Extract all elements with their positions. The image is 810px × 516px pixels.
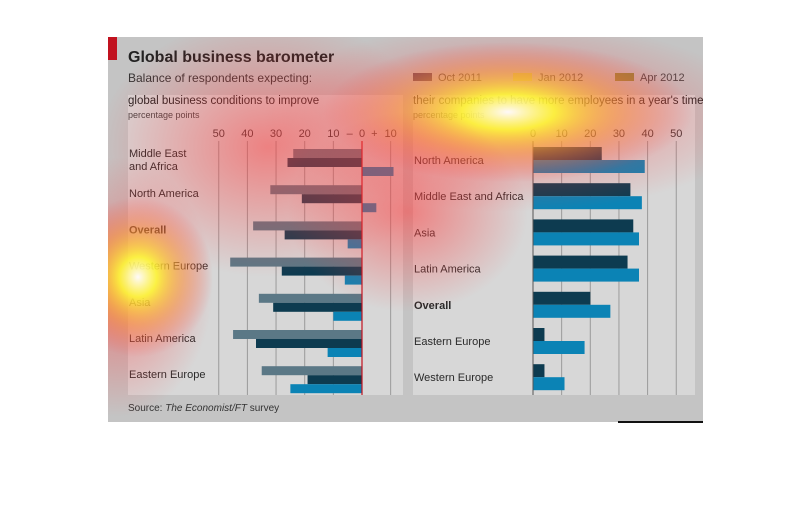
bar-apr-2012	[362, 203, 377, 213]
bar-apr-2012	[327, 348, 362, 357]
bar-apr-2012	[533, 341, 585, 354]
axis-tick-label: 10	[556, 128, 568, 140]
bar-apr-2012	[533, 377, 565, 391]
bar-jan-2012	[533, 291, 591, 305]
category-label: Eastern Europe	[129, 369, 205, 381]
axis-tick-label: +	[371, 128, 377, 140]
category-label: North America	[129, 188, 200, 200]
category-label: North America	[414, 155, 485, 167]
category-label: Western Europe	[129, 261, 208, 273]
category-label: and Africa	[129, 161, 179, 173]
category-label: Middle East	[129, 148, 186, 160]
category-label: Asia	[129, 297, 151, 309]
axis-tick-label: 10	[327, 128, 339, 140]
bar-apr-2012	[533, 196, 642, 210]
bar-apr-2012	[533, 160, 645, 173]
axis-tick-label: 40	[241, 128, 253, 140]
bar-jan-2012	[533, 147, 602, 160]
category-label: Middle East and Africa	[414, 191, 524, 203]
category-label: Eastern Europe	[414, 336, 490, 348]
axis-tick-label: –	[347, 128, 354, 140]
bar-oct-2011	[233, 330, 362, 339]
bar-jan-2012	[533, 328, 545, 341]
bar-oct-2011	[293, 149, 362, 158]
bar-jan-2012	[533, 219, 634, 233]
bar-apr-2012	[533, 304, 611, 318]
category-label: Asia	[414, 227, 436, 239]
bar-jan-2012	[533, 364, 545, 378]
bar-apr-2012	[533, 268, 640, 282]
bar-jan-2012	[284, 230, 362, 240]
source-prefix: Source:	[128, 403, 166, 414]
bar-apr-2012	[333, 311, 362, 321]
bar-oct-2011	[261, 366, 362, 376]
category-label: Overall	[129, 224, 166, 236]
category-label: Overall	[414, 300, 451, 312]
bar-jan-2012	[287, 158, 362, 167]
bar-oct-2011	[258, 293, 362, 303]
category-label: Latin America	[129, 333, 197, 345]
bar-jan-2012	[273, 302, 362, 312]
bar-oct-2011	[253, 221, 362, 231]
source-publication: The Economist/FT	[165, 403, 247, 414]
axis-tick-label: 30	[270, 128, 282, 140]
bar-jan-2012	[281, 266, 362, 276]
category-label: Western Europe	[414, 372, 493, 384]
bar-jan-2012	[533, 255, 628, 269]
bar-jan-2012	[307, 375, 362, 385]
source-note: Source: The Economist/FT survey	[128, 403, 279, 414]
bar-apr-2012	[362, 167, 394, 176]
axis-tick-label: 0	[359, 128, 365, 140]
category-label: Latin America	[414, 264, 482, 276]
bar-apr-2012	[290, 384, 362, 394]
axis-tick-label: 0	[530, 128, 536, 140]
axis-tick-label: 20	[584, 128, 596, 140]
bar-jan-2012	[255, 339, 362, 348]
divider	[618, 421, 703, 423]
source-suffix: survey	[246, 403, 280, 414]
chart-frame: Global business barometer Balance of res…	[108, 37, 703, 422]
axis-tick-label: 50	[670, 128, 682, 140]
axis-tick-label: 40	[641, 128, 653, 140]
bar-oct-2011	[230, 257, 362, 267]
bar-apr-2012	[347, 239, 362, 249]
bar-jan-2012	[301, 194, 362, 204]
bar-apr-2012	[533, 232, 640, 246]
axis-tick-label: 50	[213, 128, 225, 140]
axis-tick-label: 10	[385, 128, 397, 140]
bar-apr-2012	[344, 275, 362, 285]
axis-tick-label: 30	[613, 128, 625, 140]
bar-jan-2012	[533, 183, 631, 197]
bar-oct-2011	[270, 185, 362, 195]
axis-tick-label: 20	[299, 128, 311, 140]
